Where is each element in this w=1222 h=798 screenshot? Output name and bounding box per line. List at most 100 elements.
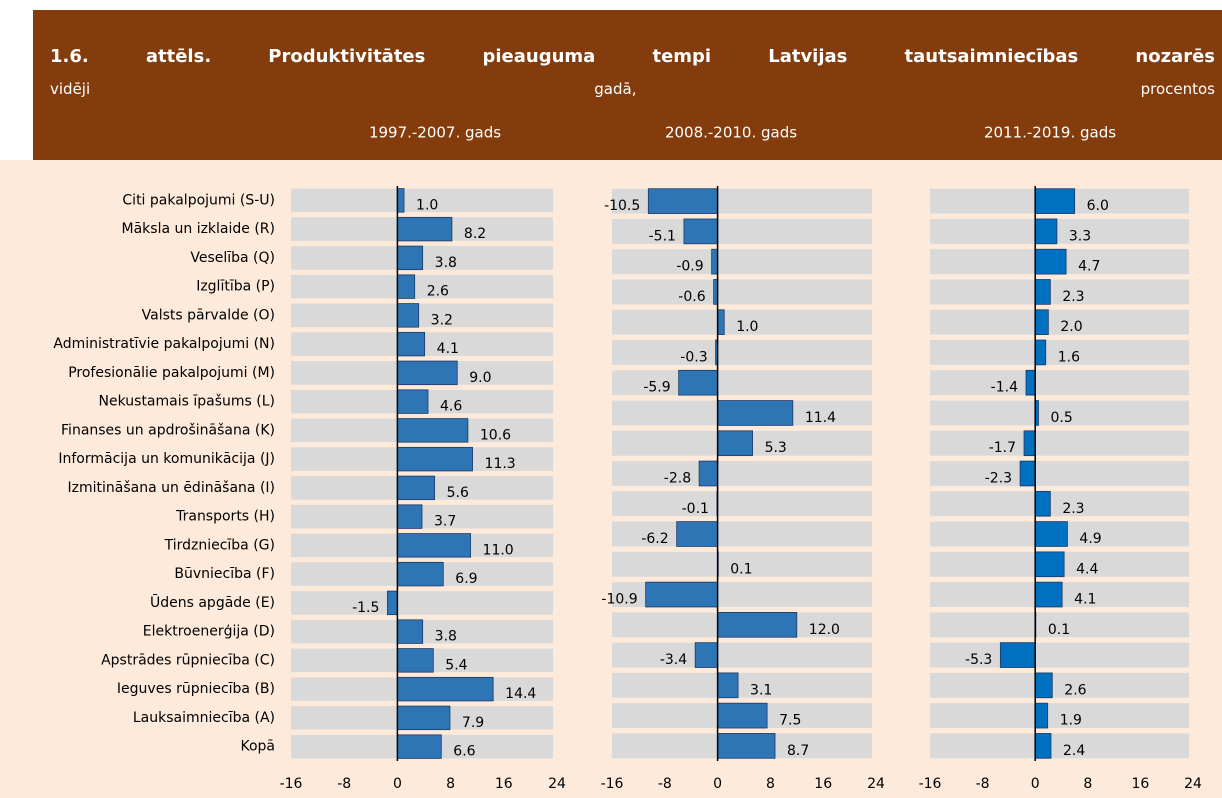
- x-tick-label: 8: [1083, 776, 1092, 792]
- category-label: Ūdens apgāde (E): [150, 594, 275, 611]
- x-tick-label: 0: [393, 776, 402, 792]
- bar: [1034, 551, 1065, 578]
- data-label: 3.1: [750, 682, 772, 698]
- x-tick-label: 16: [1131, 776, 1149, 792]
- data-label: 0.1: [1048, 622, 1070, 638]
- bar: [396, 446, 473, 472]
- data-label: -0.6: [678, 289, 705, 305]
- bar: [1025, 369, 1036, 396]
- data-label: 3.7: [434, 514, 456, 530]
- bar: [1034, 672, 1053, 699]
- category-label: Informācija un komunikācija (J): [58, 451, 275, 467]
- data-label: 1.9: [1060, 713, 1082, 729]
- x-tick-label: -8: [976, 776, 990, 792]
- bar: [1034, 733, 1052, 759]
- panel-subtitle: 1997.-2007. gads: [369, 124, 501, 142]
- category-label: Profesionālie pakalpojumi (M): [68, 365, 275, 381]
- data-label: 8.7: [787, 743, 809, 759]
- bar: [645, 581, 718, 608]
- bar: [1034, 490, 1051, 517]
- data-label: 1.0: [736, 319, 758, 335]
- data-label: 5.4: [445, 657, 467, 673]
- data-label: -0.3: [680, 349, 707, 365]
- data-label: 14.4: [505, 686, 536, 702]
- data-label: 0.1: [730, 561, 752, 577]
- data-label: 4.9: [1079, 531, 1101, 547]
- category-label: Būvniecība (F): [174, 566, 275, 582]
- bar: [1019, 460, 1036, 487]
- data-label: -5.3: [965, 652, 992, 668]
- row-band: [291, 274, 553, 299]
- header: 1.6. attēls. Produktivitātes pieauguma t…: [33, 10, 1222, 160]
- data-label: -2.8: [664, 471, 691, 487]
- bar: [396, 303, 420, 328]
- bar: [717, 430, 753, 457]
- row-band: [612, 309, 872, 335]
- data-label: 5.3: [765, 440, 787, 456]
- row-band: [930, 218, 1189, 244]
- data-label: 2.6: [427, 284, 449, 300]
- data-label: 11.4: [805, 410, 836, 426]
- bar: [396, 418, 469, 443]
- data-label: 6.9: [455, 571, 477, 587]
- data-label: 2.3: [1062, 289, 1084, 305]
- data-label: -1.4: [991, 380, 1018, 396]
- bar: [717, 702, 768, 729]
- bar: [1034, 521, 1068, 547]
- data-label: 3.8: [435, 255, 457, 271]
- bar: [396, 561, 444, 587]
- bar: [1034, 188, 1076, 214]
- x-tick-label: 24: [548, 776, 566, 792]
- row-band: [612, 370, 872, 396]
- category-label: Māksla un izklaide (R): [122, 221, 275, 237]
- panel-subtitle: 2008.-2010. gads: [665, 124, 797, 142]
- title: 1.6. attēls. Produktivitātes pieauguma t…: [50, 46, 1215, 67]
- bar: [396, 504, 423, 529]
- data-label: -3.4: [660, 652, 687, 668]
- data-label: 3.8: [435, 629, 457, 645]
- data-label: 2.3: [1062, 501, 1084, 517]
- category-label: Izmitināšana un ēdināšana (I): [68, 480, 275, 496]
- row-band: [930, 703, 1189, 729]
- bar: [1034, 279, 1051, 305]
- bar: [647, 188, 718, 214]
- category-label: Transports (H): [175, 509, 275, 525]
- row-band: [612, 461, 872, 486]
- x-tick-label: -16: [919, 776, 942, 792]
- row-band: [930, 612, 1189, 638]
- data-label: 11.3: [485, 456, 516, 472]
- category-label: Administratīvie pakalpojumi (N): [53, 336, 275, 352]
- bar: [678, 369, 718, 396]
- category-label: Finanses un apdrošināšana (K): [61, 422, 275, 438]
- row-band: [612, 218, 872, 244]
- data-label: 1.6: [1058, 349, 1080, 365]
- data-label: 4.4: [1076, 561, 1098, 577]
- data-label: 1.0: [416, 197, 438, 213]
- bar: [711, 248, 718, 275]
- bar: [717, 733, 776, 759]
- category-label: Elektroenerģija (D): [143, 624, 275, 640]
- row-band: [930, 279, 1189, 305]
- data-label: 11.0: [483, 542, 514, 558]
- x-tick-label: 16: [814, 776, 832, 792]
- x-tick-label: -8: [658, 776, 672, 792]
- panel-subtitle: 2011.-2019. gads: [984, 124, 1116, 142]
- category-label: Tirdzniecība (G): [164, 537, 275, 553]
- bar: [1034, 309, 1049, 335]
- data-label: 10.6: [480, 427, 511, 443]
- x-tick-label: -8: [337, 776, 351, 792]
- row-band: [930, 461, 1189, 486]
- data-label: 2.4: [1063, 743, 1085, 759]
- subtitle: vidēji gadā, procentos: [50, 80, 1215, 98]
- data-label: -0.9: [676, 259, 703, 275]
- bar: [396, 274, 416, 299]
- x-tick-label: -16: [280, 776, 303, 792]
- row-band: [291, 188, 553, 213]
- bar: [396, 245, 424, 271]
- bar: [1034, 218, 1058, 245]
- bar: [396, 648, 434, 673]
- data-label: 2.6: [1064, 682, 1086, 698]
- row-band: [930, 672, 1189, 698]
- row-band: [930, 370, 1189, 396]
